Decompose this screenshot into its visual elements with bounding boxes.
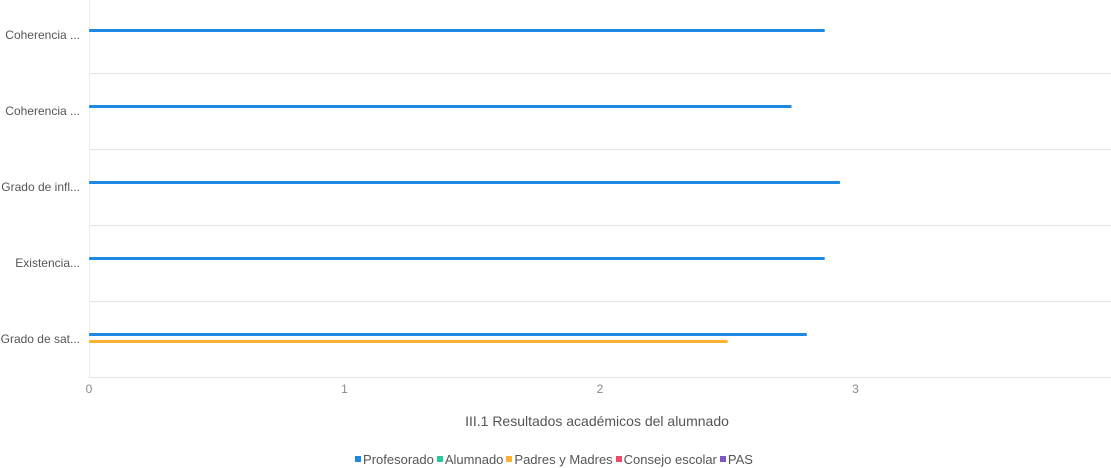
- chart-title: III.1 Resultados académicos del alumnado: [465, 413, 729, 429]
- legend-item[interactable]: PAS: [719, 452, 753, 468]
- legend-item[interactable]: Profesorado: [355, 452, 434, 468]
- legend: Profesorado Alumnado Padres y Madres Consej…: [0, 452, 1111, 468]
- category-label: Grado de infl...: [1, 180, 80, 194]
- bar-profesorado: [89, 257, 825, 260]
- legend-label: Padres y Madres: [514, 452, 613, 467]
- legend-swatch: [719, 456, 726, 462]
- bar-profesorado: [89, 29, 825, 32]
- bar-profesorado: [89, 333, 807, 336]
- x-tick-label: 2: [597, 382, 604, 396]
- x-axis-ticks: 0 1 2 3: [86, 382, 860, 396]
- bars: [89, 29, 841, 343]
- x-tick-label: 0: [86, 382, 93, 396]
- legend-label: Alumnado: [444, 452, 504, 467]
- category-labels: Coherencia ... Coherencia ... Grado de inf…: [1, 28, 80, 346]
- category-label: Coherencia ...: [5, 104, 80, 118]
- legend-swatch: [506, 456, 513, 462]
- x-tick-label: 3: [852, 382, 859, 396]
- grid: [89, 0, 1111, 378]
- legend-item[interactable]: Alumnado: [436, 452, 504, 468]
- legend-item[interactable]: Consejo escolar: [615, 452, 717, 468]
- legend-swatch: [436, 456, 443, 462]
- legend-swatch: [615, 456, 622, 462]
- bar-profesorado: [89, 105, 792, 108]
- legend-label: Profesorado: [363, 452, 434, 467]
- bar-profesorado: [89, 181, 841, 184]
- legend-label: Consejo escolar: [623, 452, 717, 467]
- category-label: Grado de sat...: [1, 332, 80, 346]
- category-label: Existencia...: [15, 256, 80, 270]
- category-label: Coherencia ...: [5, 28, 80, 42]
- legend-swatch: [355, 456, 362, 462]
- x-tick-label: 1: [341, 382, 348, 396]
- legend-label: PAS: [727, 452, 753, 467]
- legend-item[interactable]: Padres y Madres: [506, 452, 613, 468]
- bar-padres-y-madres: [89, 340, 728, 343]
